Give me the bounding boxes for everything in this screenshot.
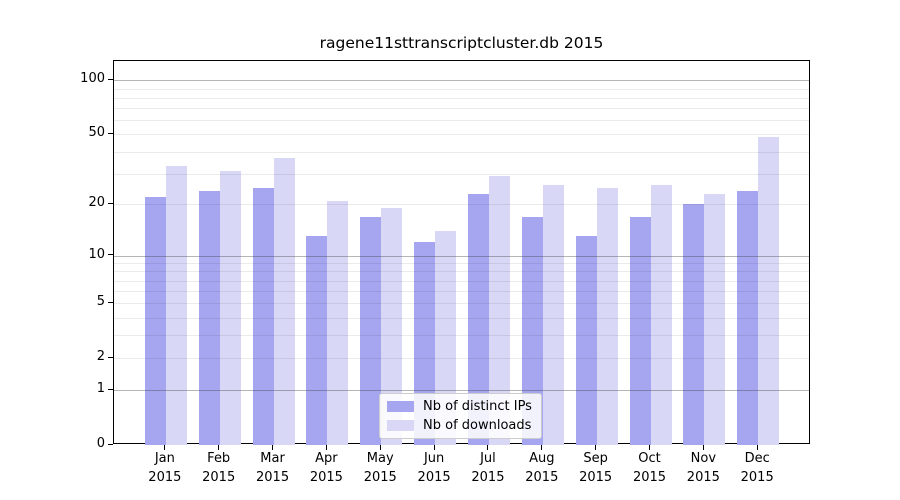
y-tick-label-0: 0 (96, 436, 105, 451)
legend-label-downloads: Nb of downloads (423, 418, 532, 433)
x-tick-label-jan: Jan 2015 (148, 451, 182, 485)
gridline-minor-70 (114, 108, 809, 110)
gridline-minor-2 (114, 358, 809, 360)
bar-distinct-ips-jan (144, 197, 166, 445)
bar-distinct-ips-dec (737, 190, 759, 445)
legend-entry-distinct-ips: Nb of distinct IPs (387, 399, 532, 414)
legend-swatch-downloads (387, 420, 414, 431)
y-tick-mark-0 (108, 443, 113, 445)
gridline-minor-90 (114, 88, 809, 90)
bar-downloads-jan (165, 166, 187, 445)
x-tick-label-apr: Apr 2015 (309, 451, 343, 485)
y-tick-mark-20 (108, 202, 113, 204)
y-tick-label-5: 5 (96, 294, 105, 310)
x-tick-label-may: May 2015 (363, 451, 397, 485)
x-tick-label-jul: Jul 2015 (471, 451, 505, 485)
bar-downloads-feb (219, 171, 241, 445)
y-tick-mark-2 (108, 356, 113, 358)
gridline-minor-40 (114, 151, 809, 153)
x-tick-mark-oct (649, 445, 650, 450)
y-tick-label-1: 1 (96, 381, 105, 397)
x-tick-label-feb: Feb 2015 (202, 451, 236, 485)
gridline-minor-5 (114, 303, 809, 305)
gridline-minor-6 (114, 291, 809, 293)
gridline-minor-3 (114, 335, 809, 337)
bar-downloads-apr (327, 200, 349, 445)
x-tick-label-nov: Nov 2015 (686, 451, 720, 485)
x-tick-mark-jul (487, 445, 489, 450)
legend-entry-downloads: Nb of downloads (387, 418, 532, 433)
plot-area: Nb of distinct IPs Nb of downloads (113, 60, 810, 445)
bar-downloads-mar (273, 157, 295, 445)
bar-downloads-oct (650, 184, 672, 445)
x-tick-mark-dec (756, 445, 758, 450)
bar-distinct-ips-nov (683, 204, 705, 445)
y-tick-mark-1 (108, 388, 113, 390)
bar-distinct-ips-apr (306, 236, 328, 445)
y-tick-mark-100 (108, 78, 113, 80)
x-tick-mark-sep (595, 445, 597, 450)
bar-distinct-ips-oct (629, 216, 651, 445)
x-tick-label-dec: Dec 2015 (740, 451, 774, 485)
x-tick-mark-aug (541, 445, 543, 450)
gridline-minor-7 (114, 280, 809, 282)
gridline-major-1 (114, 390, 809, 392)
x-tick-mark-jan (164, 445, 166, 450)
gridline-minor-9 (114, 263, 809, 265)
bar-distinct-ips-feb (198, 190, 220, 445)
gridline-minor-80 (114, 97, 809, 99)
x-tick-mark-mar (272, 445, 274, 450)
gridline-major-100 (114, 80, 809, 82)
bar-distinct-ips-jul (467, 193, 489, 445)
x-tick-label-mar: Mar 2015 (256, 451, 290, 485)
x-tick-label-jun: Jun 2015 (417, 451, 451, 485)
y-tick-label-50: 50 (88, 125, 105, 141)
x-tick-mark-jun (433, 445, 435, 450)
y-tick-label-20: 20 (88, 195, 105, 211)
bar-downloads-may (381, 208, 403, 445)
x-tick-mark-may (379, 445, 381, 450)
gridline-minor-30 (114, 173, 809, 175)
bar-distinct-ips-aug (521, 216, 543, 445)
gridline-minor-20 (114, 204, 809, 206)
x-tick-mark-feb (218, 445, 220, 450)
gridline-minor-60 (114, 120, 809, 122)
x-tick-label-oct: Oct 2015 (632, 451, 667, 485)
bar-distinct-ips-mar (252, 187, 274, 445)
bar-distinct-ips-sep (575, 236, 597, 445)
y-tick-mark-50 (108, 132, 113, 134)
y-tick-label-10: 10 (88, 246, 105, 262)
bar-downloads-jul (488, 176, 510, 445)
x-tick-mark-apr (325, 445, 327, 450)
x-tick-mark-nov (702, 445, 704, 450)
y-tick-label-2: 2 (96, 349, 105, 365)
bar-downloads-nov (704, 193, 726, 445)
gridline-minor-4 (114, 317, 809, 319)
x-tick-label-aug: Aug 2015 (525, 451, 559, 485)
bar-downloads-dec (758, 137, 780, 445)
legend: Nb of distinct IPs Nb of downloads (379, 393, 542, 439)
gridline-minor-8 (114, 271, 809, 273)
gridline-major-10 (114, 255, 809, 257)
bar-downloads-sep (596, 187, 618, 445)
bar-downloads-jun (435, 231, 457, 445)
y-tick-mark-10 (108, 254, 113, 256)
bar-distinct-ips-may (360, 216, 382, 445)
y-tick-mark-5 (108, 301, 113, 303)
bar-downloads-aug (542, 184, 564, 445)
x-tick-label-sep: Sep 2015 (579, 451, 613, 485)
legend-swatch-distinct-ips (387, 401, 414, 412)
gridline-minor-50 (114, 134, 809, 136)
y-tick-label-100: 100 (80, 71, 105, 87)
legend-label-distinct-ips: Nb of distinct IPs (423, 399, 532, 414)
chart-title: ragene11sttranscriptcluster.db 2015 (319, 34, 604, 52)
